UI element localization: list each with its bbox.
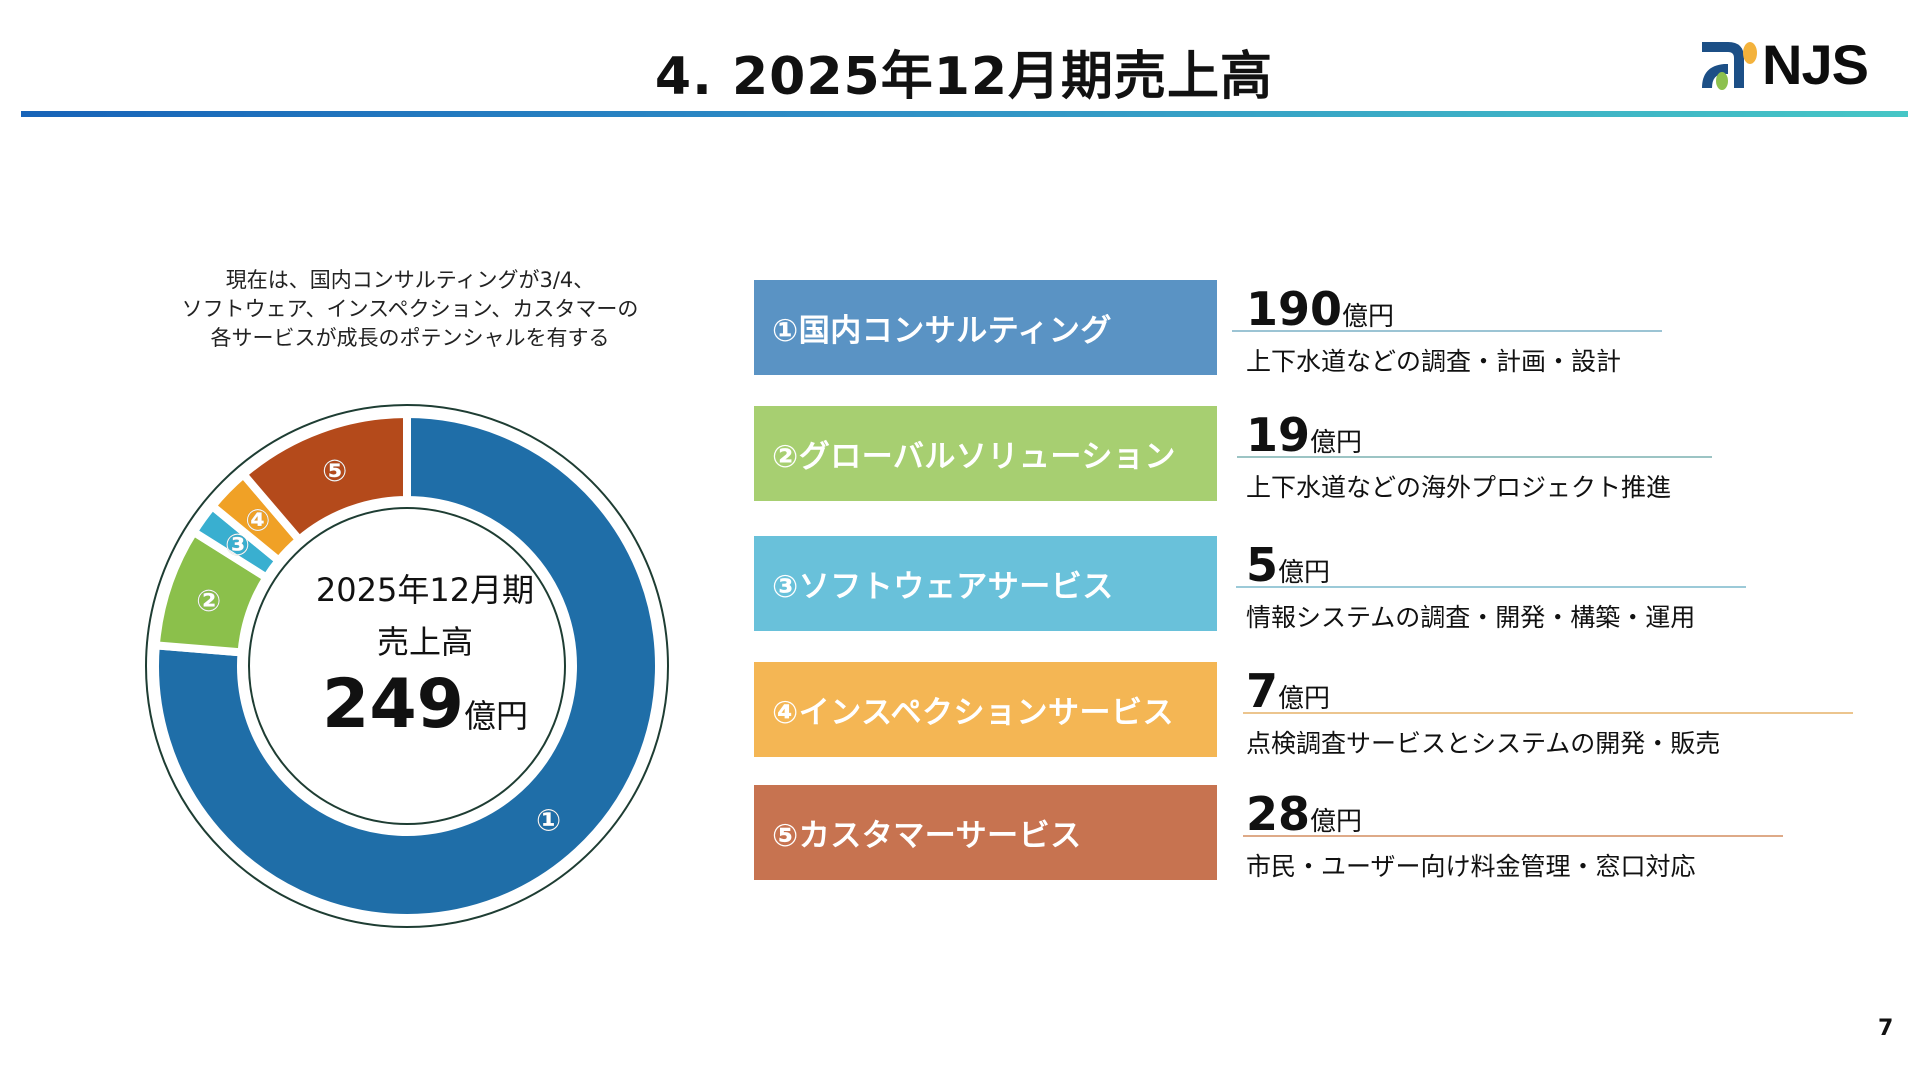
segment-value: 5億円 (1246, 538, 1330, 592)
njs-logo-mark-icon (1702, 42, 1757, 90)
donut-total-unit: 億円 (463, 697, 528, 735)
donut-label: 売上高 (376, 623, 473, 661)
caption-line: 各サービスが成長のポテンシャルを有する (210, 326, 610, 350)
donut-segment-label: ⑤ (322, 454, 347, 489)
donut-segment-label: ③ (225, 528, 250, 563)
caption-line: ソフトウェア、インスペクション、カスタマーの (181, 297, 639, 321)
donut-outer-ring (145, 404, 669, 928)
segment-underline (1243, 712, 1853, 714)
donut-segment-label: ② (196, 584, 221, 619)
segment-value-number: 5 (1246, 538, 1279, 592)
segment-value-unit: 億円 (1278, 558, 1331, 588)
segment-value-unit: 億円 (1342, 302, 1395, 332)
donut-segment-5 (237, 409, 411, 546)
segment-value-number: 7 (1246, 664, 1279, 718)
segment-description: 上下水道などの海外プロジェクト推進 (1246, 473, 1672, 502)
segment-value: 7億円 (1246, 664, 1330, 718)
segment-underline (1232, 330, 1662, 332)
donut-segment-label: ④ (245, 504, 270, 539)
page-title: 4. 2025年12月期売上高 (654, 47, 1274, 107)
segment-value-number: 19 (1246, 408, 1311, 462)
segment-value: 19億円 (1246, 408, 1362, 462)
segment-value-number: 190 (1246, 282, 1343, 336)
caption: 現在は、国内コンサルティングが3/4、 ソフトウェア、インスペクション、カスタマ… (110, 266, 710, 353)
header-rule (21, 111, 1908, 117)
segment-value-number: 28 (1246, 787, 1311, 841)
segment-underline (1243, 835, 1783, 837)
segment-box: ①国内コンサルティング (754, 280, 1217, 375)
segment-description: 市民・ユーザー向け料金管理・窓口対応 (1246, 852, 1696, 881)
segment-underline (1237, 456, 1712, 458)
donut-period: 2025年12月期 (315, 571, 535, 609)
segment-underline (1236, 586, 1746, 588)
page-number: 7 (1878, 1016, 1894, 1041)
segment-value-unit: 億円 (1310, 807, 1363, 837)
sales-donut-chart: ① ②③④ ⑤ (145, 404, 669, 928)
segment-description: 情報システムの調査・開発・構築・運用 (1246, 603, 1696, 632)
segment-box: ⑤カスタマーサービス (754, 785, 1217, 880)
segment-box: ④インスペクションサービス (754, 662, 1217, 757)
segment-box: ②グローバルソリューション (754, 406, 1217, 501)
segment-description: 上下水道などの調査・計画・設計 (1246, 347, 1622, 376)
donut-total: 249億円 (250, 665, 600, 744)
njs-logo: NJS (1698, 33, 1888, 96)
logo-text: NJS (1762, 33, 1869, 96)
segment-value: 190億円 (1246, 282, 1394, 336)
segment-value-unit: 億円 (1310, 428, 1363, 458)
donut-inner-ring (248, 507, 566, 825)
segment-description: 点検調査サービスとシステムの開発・販売 (1246, 729, 1721, 758)
segment-value: 28億円 (1246, 787, 1362, 841)
donut-segment-label: ① (536, 804, 561, 839)
caption-line: 現在は、国内コンサルティングが3/4、 (225, 268, 595, 292)
segment-box: ③ソフトウェアサービス (754, 536, 1217, 631)
segment-value-unit: 億円 (1278, 684, 1331, 714)
donut-total-value: 249 (322, 665, 464, 744)
donut-segment-1 (151, 409, 663, 922)
